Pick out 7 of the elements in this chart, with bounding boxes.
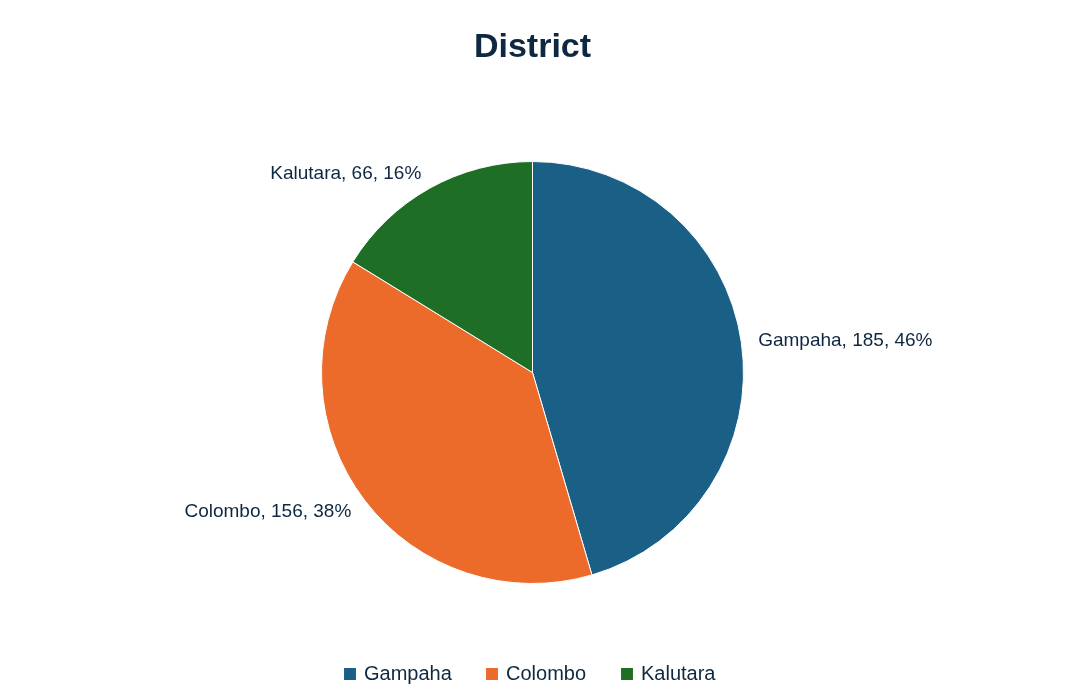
legend-label: Gampaha xyxy=(364,662,453,684)
data-label: Kalutara, 66, 16% xyxy=(270,162,422,184)
data-label: Gampaha, 185, 46% xyxy=(758,329,933,351)
chart-title: District xyxy=(473,26,592,64)
legend-label: Colombo xyxy=(506,662,587,684)
data-label: Colombo, 156, 38% xyxy=(184,499,352,521)
legend-label: Kalutara xyxy=(641,662,717,684)
